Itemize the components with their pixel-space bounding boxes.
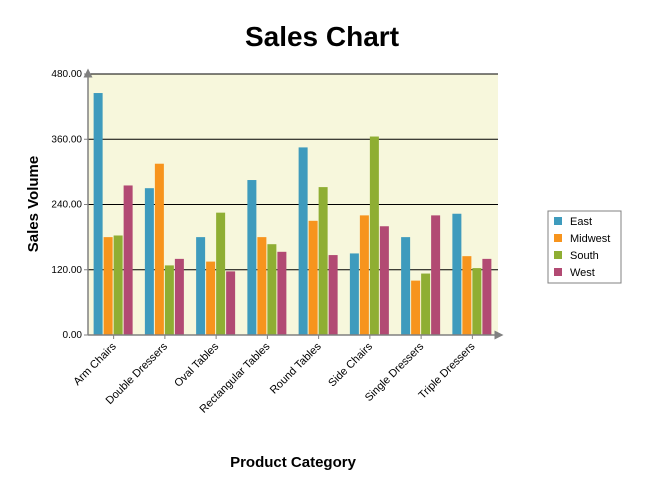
- bar-south-7: [472, 268, 482, 335]
- bar-west-2: [226, 271, 236, 335]
- bar-west-0: [123, 185, 133, 335]
- bar-east-0: [93, 93, 103, 335]
- bar-west-7: [482, 258, 492, 335]
- x-axis-title: Product Category: [230, 454, 357, 471]
- bar-midwest-1: [154, 163, 164, 335]
- legend: East Midwest South West: [547, 210, 622, 284]
- bar-midwest-0: [103, 237, 113, 335]
- bar-midwest-7: [462, 256, 472, 335]
- chart-title: Sales Chart: [245, 21, 399, 52]
- bar-midwest-2: [206, 261, 216, 335]
- bar-midwest-5: [359, 215, 369, 335]
- x-tick-label: Arm Chairs: [71, 340, 119, 388]
- x-tick-label: Round Tables: [268, 340, 324, 396]
- bar-west-1: [174, 258, 184, 335]
- bar-south-6: [421, 273, 431, 335]
- legend-swatch-west: [554, 268, 562, 276]
- bar-west-4: [328, 255, 338, 335]
- bar-south-5: [369, 136, 379, 335]
- bar-south-0: [113, 235, 123, 335]
- bar-midwest-3: [257, 237, 267, 335]
- x-tick-label: Oval Tables: [172, 340, 221, 389]
- bar-south-2: [216, 212, 226, 335]
- bar-west-6: [431, 215, 441, 335]
- y-axis-title: Sales Volume: [25, 156, 42, 252]
- bar-east-2: [196, 237, 206, 335]
- bar-midwest-6: [411, 280, 421, 335]
- legend-swatch-east: [554, 217, 562, 225]
- legend-label-east: East: [570, 216, 592, 228]
- legend-swatch-south: [554, 251, 562, 259]
- legend-label-midwest: Midwest: [570, 233, 610, 245]
- bar-east-4: [298, 147, 308, 335]
- y-tick-label: 120.00: [51, 265, 82, 276]
- bar-west-5: [379, 226, 389, 335]
- bar-east-1: [144, 188, 154, 335]
- bar-east-6: [401, 237, 411, 335]
- legend-swatch-midwest: [554, 234, 562, 242]
- bar-east-5: [349, 253, 359, 335]
- bar-south-4: [318, 187, 328, 335]
- y-tick-label: 480.00: [51, 69, 82, 80]
- y-tick-label: 360.00: [51, 134, 82, 145]
- bar-east-7: [452, 213, 462, 335]
- y-tick-label: 240.00: [51, 200, 82, 211]
- x-tick-label: Side Chairs: [326, 340, 375, 389]
- bar-south-3: [267, 244, 277, 335]
- bar-south-1: [164, 265, 174, 335]
- bar-midwest-4: [308, 220, 318, 335]
- legend-label-south: South: [570, 250, 599, 262]
- y-tick-label: 0.00: [63, 330, 83, 341]
- legend-label-west: West: [570, 267, 595, 279]
- bar-east-3: [247, 180, 257, 335]
- bar-west-3: [277, 251, 287, 335]
